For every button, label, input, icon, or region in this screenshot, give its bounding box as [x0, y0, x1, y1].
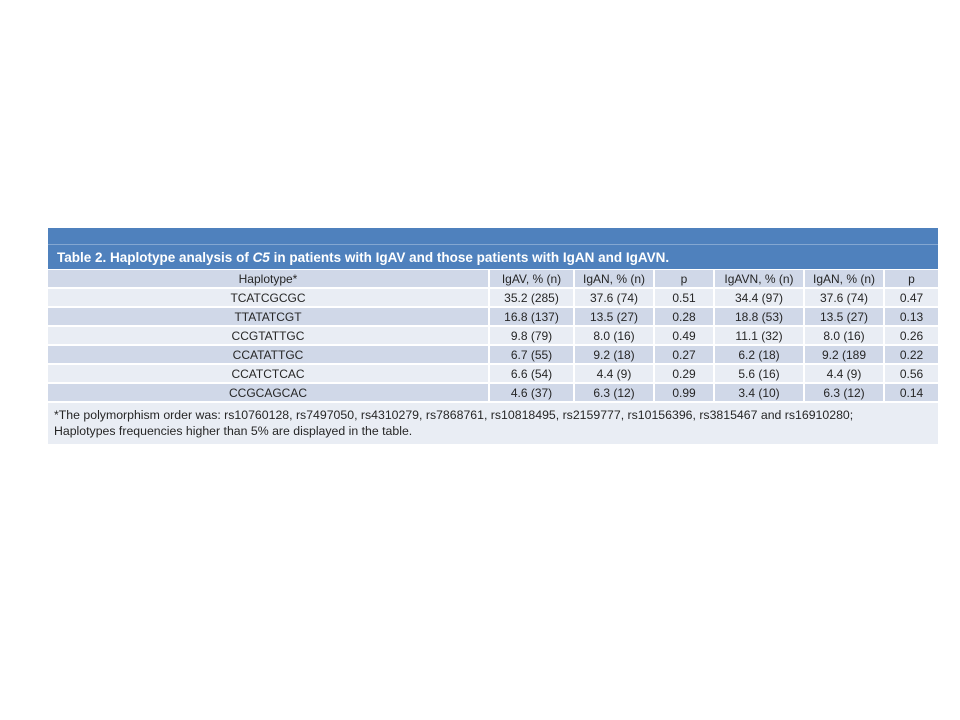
table-footnote-row: *The polymorphism order was: rs10760128,… [48, 403, 938, 444]
title-bar-spacer [48, 228, 938, 245]
haplotype-cell: TCATCGCGC [48, 289, 490, 308]
table-cell: 0.56 [885, 365, 938, 384]
table-cell: 13.5 (27) [805, 308, 885, 327]
table-row: TCATCGCGC 35.2 (285) 37.6 (74) 0.51 34.4 (97… [48, 289, 938, 308]
table-cell: 4.4 (9) [805, 365, 885, 384]
table-cell: 37.6 (74) [805, 289, 885, 308]
table-cell: 8.0 (16) [805, 327, 885, 346]
table-cell: 0.47 [885, 289, 938, 308]
footnote-line-1: *The polymorphism order was: rs10760128,… [54, 408, 854, 422]
table-title: Table 2. Haplotype analysis of C5 in pat… [48, 245, 938, 268]
table-row: CCATCTCAC 6.6 (54) 4.4 (9) 0.29 5.6 (16) 4.4 … [48, 365, 938, 384]
haplotype-cell: CCGTATTGC [48, 327, 490, 346]
table-cell: 35.2 (285) [490, 289, 575, 308]
table-header-row: Haplotype* IgAV, % (n) IgAN, % (n) p IgAVN, … [48, 270, 938, 289]
table-cell: 6.3 (12) [575, 384, 655, 403]
table-row: TTATATCGT 16.8 (137) 13.5 (27) 0.28 18.8 (53… [48, 308, 938, 327]
table-cell: 0.27 [655, 346, 715, 365]
haplotype-cell: CCATCTCAC [48, 365, 490, 384]
table-cell: 0.13 [885, 308, 938, 327]
table-cell: 18.8 (53) [715, 308, 805, 327]
table-cell: 6.6 (54) [490, 365, 575, 384]
table-cell: 11.1 (32) [715, 327, 805, 346]
table-cell: 37.6 (74) [575, 289, 655, 308]
title-suffix: in patients with IgAV and those patients… [269, 250, 670, 265]
table-cell: 13.5 (27) [575, 308, 655, 327]
table-row: CCGTATTGC 9.8 (79) 8.0 (16) 0.49 11.1 (32) 8.… [48, 327, 938, 346]
table-body: TCATCGCGC 35.2 (285) 37.6 (74) 0.51 34.4 (97… [48, 289, 938, 403]
table-cell: 0.26 [885, 327, 938, 346]
table-cell: 0.28 [655, 308, 715, 327]
haplotype-cell: CCATATTGC [48, 346, 490, 365]
table-cell: 0.29 [655, 365, 715, 384]
table-cell: 5.6 (16) [715, 365, 805, 384]
haplotype-data-table: Haplotype* IgAV, % (n) IgAN, % (n) p IgAVN, … [48, 270, 938, 444]
table-cell: 0.99 [655, 384, 715, 403]
table-cell: 16.8 (137) [490, 308, 575, 327]
table-cell: 0.51 [655, 289, 715, 308]
column-header-2: IgAN, % (n) [575, 270, 655, 289]
column-header-1: IgAV, % (n) [490, 270, 575, 289]
table-cell: 0.14 [885, 384, 938, 403]
column-header-5: IgAN, % (n) [805, 270, 885, 289]
table-title-bar: Table 2. Haplotype analysis of C5 in pat… [48, 228, 938, 269]
table-cell: 6.3 (12) [805, 384, 885, 403]
table-cell: 9.8 (79) [490, 327, 575, 346]
haplotype-cell: TTATATCGT [48, 308, 490, 327]
table-cell: 9.2 (189 [805, 346, 885, 365]
table-cell: 34.4 (97) [715, 289, 805, 308]
column-header-6: p [885, 270, 938, 289]
table-cell: 6.2 (18) [715, 346, 805, 365]
table-cell: 0.22 [885, 346, 938, 365]
table-cell: 6.7 (55) [490, 346, 575, 365]
table-footnote: *The polymorphism order was: rs10760128,… [48, 403, 938, 444]
column-header-3: p [655, 270, 715, 289]
table-cell: 4.4 (9) [575, 365, 655, 384]
title-gene-italic: C5 [252, 250, 270, 265]
haplotype-table: Table 2. Haplotype analysis of C5 in pat… [48, 228, 938, 444]
column-header-0: Haplotype* [48, 270, 490, 289]
column-header-4: IgAVN, % (n) [715, 270, 805, 289]
table-cell: 4.6 (37) [490, 384, 575, 403]
footnote-line-2: Haplotypes frequencies higher than 5% ar… [54, 424, 413, 438]
haplotype-cell: CCGCAGCAC [48, 384, 490, 403]
table-cell: 0.49 [655, 327, 715, 346]
table-cell: 3.4 (10) [715, 384, 805, 403]
table-row: CCGCAGCAC 4.6 (37) 6.3 (12) 0.99 3.4 (10) 6.3… [48, 384, 938, 403]
table-cell: 8.0 (16) [575, 327, 655, 346]
table-row: CCATATTGC 6.7 (55) 9.2 (18) 0.27 6.2 (18) 9.2… [48, 346, 938, 365]
table-cell: 9.2 (18) [575, 346, 655, 365]
title-prefix: Table 2. Haplotype analysis of [57, 250, 253, 265]
